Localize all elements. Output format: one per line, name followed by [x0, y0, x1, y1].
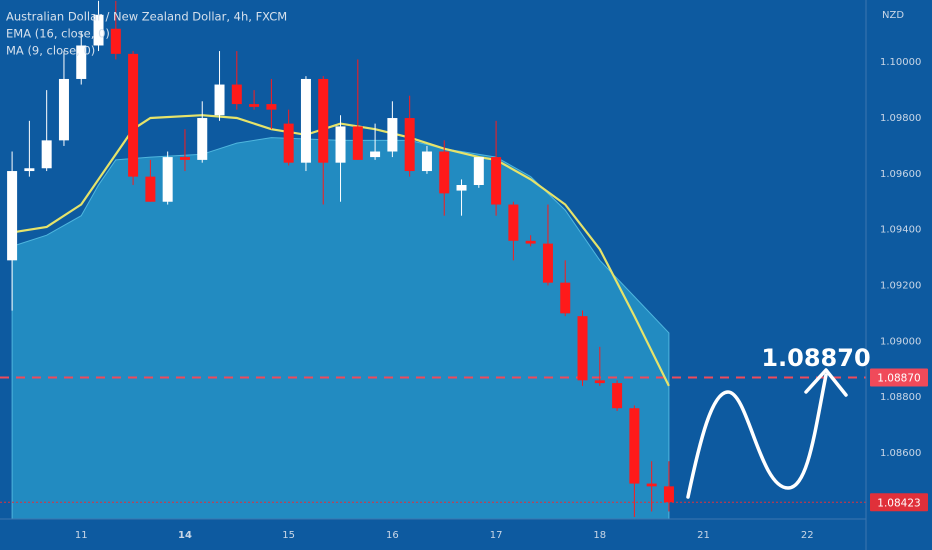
- price-label-box: [870, 368, 928, 387]
- candle-body: [612, 383, 623, 409]
- candle-body: [7, 171, 18, 261]
- indicator-label: EMA (16, close, 0): [6, 27, 110, 41]
- candle-body: [300, 78, 311, 163]
- y-tick-label: 1.09600: [880, 169, 921, 180]
- candle-body: [24, 168, 35, 172]
- x-tick-label: 18: [593, 530, 606, 541]
- candle-body: [231, 84, 242, 105]
- candle-body: [41, 140, 52, 169]
- candle-body: [594, 380, 605, 384]
- x-tick-label: 16: [386, 530, 399, 541]
- currency-label: NZD: [882, 10, 904, 21]
- candle-body: [473, 157, 484, 185]
- candle-body: [491, 157, 502, 205]
- candle-body: [197, 118, 208, 160]
- candle-body: [542, 243, 553, 283]
- forecast-arrowhead: [804, 368, 848, 397]
- candle-body: [508, 204, 519, 241]
- candle-body: [629, 408, 640, 484]
- target-annotation: 1.08870: [761, 344, 870, 372]
- x-tick-label: 14: [178, 530, 192, 541]
- y-tick-label: 1.09000: [880, 336, 921, 347]
- y-tick-label: 1.09800: [880, 113, 921, 124]
- candle-body: [76, 45, 87, 79]
- candle-body: [318, 78, 329, 163]
- candle-body: [560, 282, 571, 314]
- candle-body: [352, 126, 363, 160]
- forecast-curve: [686, 373, 828, 499]
- candle-body: [370, 151, 381, 158]
- x-tick-label: 11: [75, 530, 88, 541]
- candle-body: [525, 240, 536, 244]
- price-label: 1.08423: [877, 497, 920, 509]
- x-tick-label: 17: [490, 530, 503, 541]
- candle-body: [179, 157, 190, 160]
- y-tick-label: 1.08800: [880, 392, 921, 403]
- price-label: 1.08870: [877, 373, 920, 385]
- candle-body: [335, 126, 346, 163]
- candle-body: [404, 118, 415, 172]
- candle-body: [646, 483, 657, 487]
- candle-body: [93, 14, 104, 46]
- candle-body: [663, 486, 674, 503]
- candle-body: [266, 104, 277, 110]
- candle-body: [387, 118, 398, 152]
- y-tick-label: 1.08600: [880, 448, 921, 459]
- y-tick-label: 1.10000: [880, 57, 921, 68]
- candle-body: [283, 123, 294, 163]
- x-tick-label: 15: [282, 530, 295, 541]
- candle-body: [128, 53, 139, 177]
- candle-body: [214, 84, 225, 116]
- candle-body: [439, 151, 450, 194]
- candle-body: [162, 157, 173, 202]
- y-tick-label: 1.09400: [880, 225, 921, 236]
- indicator-label: MA (9, close, 0): [6, 44, 95, 58]
- candle-body: [110, 28, 121, 54]
- candle-body: [421, 151, 432, 172]
- y-tick-label: 1.09200: [880, 280, 921, 291]
- candle-body: [58, 78, 69, 141]
- x-tick-label: 21: [697, 530, 710, 541]
- plot-area: [0, 0, 866, 520]
- candle-body: [456, 184, 467, 191]
- chart-title: Australian Dollar / New Zealand Dollar, …: [6, 10, 287, 24]
- price-label-box: [870, 493, 928, 512]
- candle-body: [577, 316, 588, 381]
- candle-body: [249, 104, 260, 107]
- x-tick-label: 22: [801, 530, 814, 541]
- candle-body: [145, 176, 156, 202]
